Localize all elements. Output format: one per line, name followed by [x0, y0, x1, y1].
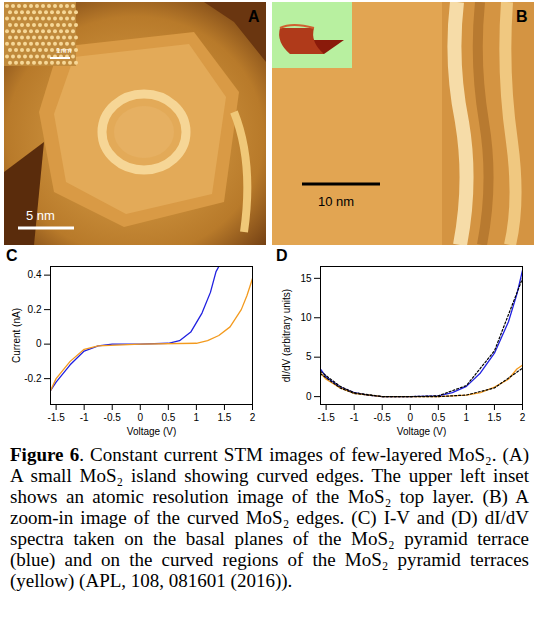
svg-text:0.5: 0.5 — [431, 412, 445, 423]
svg-text:2: 2 — [250, 412, 256, 423]
svg-text:2: 2 — [520, 412, 526, 423]
svg-text:-0.5: -0.5 — [374, 412, 392, 423]
svg-text:1nm: 1nm — [56, 46, 72, 55]
svg-text:A: A — [248, 8, 260, 25]
svg-text:-1: -1 — [350, 412, 359, 423]
svg-text:0: 0 — [407, 412, 413, 423]
html-text:D: D — [276, 247, 288, 264]
svg-text:-1.5: -1.5 — [47, 412, 65, 423]
svg-text:-1: -1 — [80, 412, 89, 423]
svg-text:-0.2: -0.2 — [24, 373, 42, 384]
svg-text:0.4: 0.4 — [28, 269, 42, 280]
svg-text:1: 1 — [464, 412, 470, 423]
svg-text:dI/dV (arbitrary units): dI/dV (arbitrary units) — [281, 289, 292, 382]
svg-text:0: 0 — [137, 412, 143, 423]
html-text:Figure 6. Constant current STM: Figure 6. Constant current STM images of… — [10, 444, 529, 591]
svg-text:0: 0 — [306, 391, 312, 402]
svg-text:-1.5: -1.5 — [317, 412, 335, 423]
svg-text:1.5: 1.5 — [217, 412, 231, 423]
svg-text:0.2: 0.2 — [28, 304, 42, 315]
svg-text:-0.5: -0.5 — [104, 412, 122, 423]
svg-text:10 nm: 10 nm — [318, 194, 354, 209]
svg-text:15: 15 — [300, 273, 312, 284]
svg-text:0.5: 0.5 — [161, 412, 175, 423]
svg-text:10: 10 — [300, 312, 312, 323]
svg-text:5 nm: 5 nm — [26, 208, 55, 223]
svg-text:Current (nA): Current (nA) — [11, 308, 22, 363]
svg-text:Voltage (V): Voltage (V) — [127, 426, 176, 437]
svg-text:1: 1 — [194, 412, 200, 423]
svg-text:Voltage (V): Voltage (V) — [397, 426, 446, 437]
html-text:C: C — [6, 247, 18, 264]
svg-text:B: B — [516, 8, 528, 25]
svg-text:5: 5 — [306, 351, 312, 362]
svg-text:0: 0 — [36, 338, 42, 349]
svg-text:1.5: 1.5 — [487, 412, 501, 423]
